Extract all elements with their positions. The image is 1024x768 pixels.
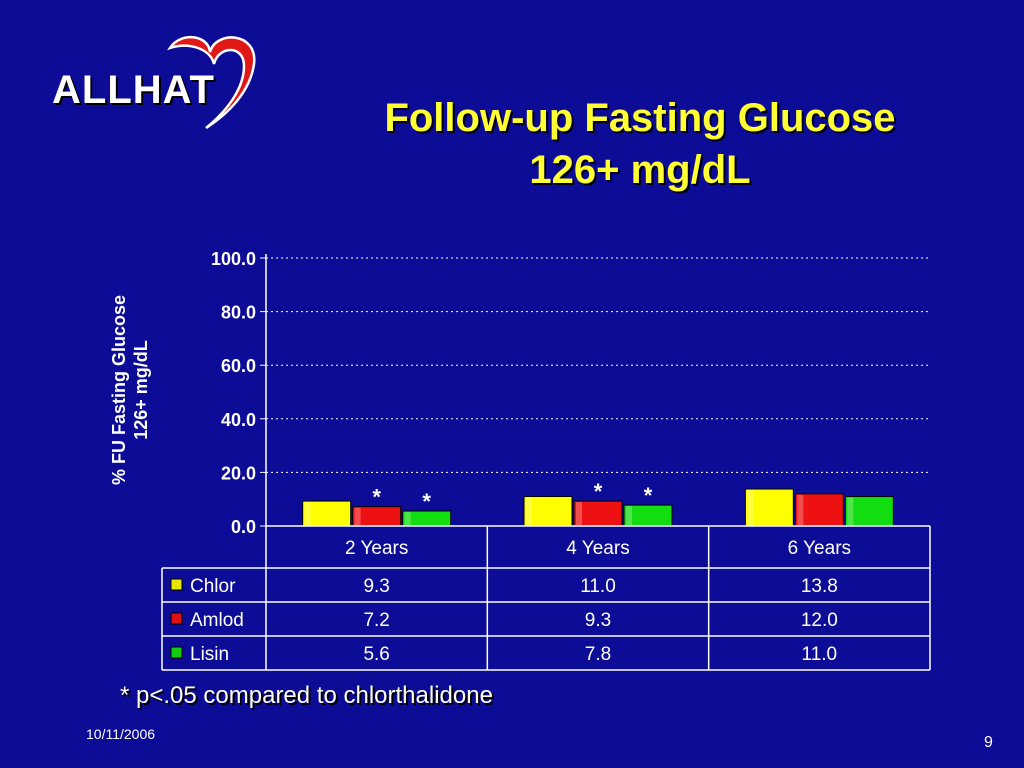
y-tick-label: 80.0	[221, 303, 256, 323]
x-tick-label: 6 Years	[788, 538, 851, 559]
x-tick-label: 4 Years	[566, 538, 629, 559]
bar-highlight	[304, 502, 311, 525]
legend-label: Lisin	[190, 644, 229, 665]
title-line-2: 126+ mg/dL	[529, 148, 751, 192]
legend-label: Amlod	[190, 610, 244, 631]
data-label: 5.6	[363, 644, 389, 665]
bar	[523, 496, 573, 527]
slide-title: Follow-up Fasting Glucose 126+ mg/dL	[300, 92, 980, 196]
bar-highlight	[797, 494, 804, 525]
y-tick-label: 0.0	[231, 517, 256, 537]
data-label: 11.0	[802, 644, 838, 665]
data-label: 9.3	[585, 610, 611, 631]
legend-swatch	[170, 612, 183, 625]
page-number: 9	[984, 734, 993, 751]
legend-swatch	[170, 646, 183, 659]
bar-highlight	[847, 497, 854, 525]
significance-marker: *	[644, 483, 653, 508]
bar-highlight	[404, 511, 411, 525]
y-tick-label: 20.0	[221, 463, 256, 483]
title-line-1: Follow-up Fasting Glucose	[384, 96, 896, 140]
bar-highlight	[747, 490, 754, 525]
bar-highlight	[626, 506, 632, 525]
logo-text: ALLHAT	[52, 68, 215, 112]
significance-marker: *	[594, 479, 603, 504]
bar-highlight	[526, 497, 532, 525]
heart-icon	[167, 35, 256, 130]
data-label: 13.8	[801, 576, 838, 597]
data-label: 7.2	[363, 610, 389, 631]
x-tick-label: 2 Years	[345, 538, 408, 559]
bar	[844, 496, 894, 527]
legend-swatch	[170, 578, 183, 591]
bar-highlight	[576, 502, 582, 525]
legend-label: Chlor	[190, 576, 236, 597]
significance-marker: *	[422, 489, 431, 514]
y-tick-label: 100.0	[211, 249, 256, 269]
y-tick-label: 40.0	[221, 410, 256, 430]
allhat-logo: ALLHAT	[48, 30, 288, 140]
slide-date: 10/11/2006	[86, 726, 156, 742]
data-label: 12.0	[801, 610, 838, 631]
bar-highlight	[354, 507, 361, 525]
data-label: 11.0	[580, 576, 616, 597]
data-label: 7.8	[585, 644, 611, 665]
footnote: * p<.05 compared to chlorthalidone	[120, 682, 493, 709]
data-label: 9.3	[363, 576, 389, 597]
significance-marker: *	[372, 485, 381, 510]
y-tick-label: 60.0	[221, 356, 256, 376]
